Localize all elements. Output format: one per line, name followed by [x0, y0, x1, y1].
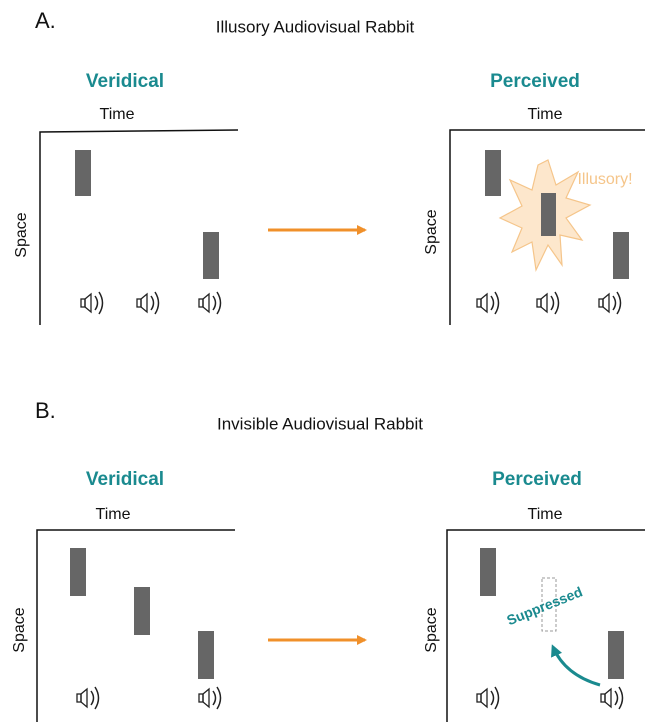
beep	[198, 291, 222, 315]
panel-title: Invisible Audiovisual Rabbit	[217, 414, 423, 433]
beep	[598, 291, 622, 315]
flash	[541, 193, 556, 236]
flash	[203, 232, 219, 279]
suppressed-flash	[541, 577, 557, 632]
beep	[476, 291, 500, 315]
axes	[36, 529, 235, 722]
axes	[446, 529, 645, 722]
y-label: Space	[423, 209, 440, 254]
flash	[480, 548, 496, 596]
annotation: Suppressed	[504, 583, 584, 628]
panel-title: Illusory Audiovisual Rabbit	[216, 17, 415, 36]
heading: Veridical	[86, 71, 164, 92]
flash	[134, 587, 150, 635]
heading: Perceived	[492, 469, 582, 490]
y-label: Space	[13, 212, 30, 257]
panel-label: A.	[35, 8, 56, 33]
beep	[600, 686, 624, 710]
heading: Perceived	[490, 71, 580, 92]
beep	[76, 686, 100, 710]
axes	[39, 129, 239, 325]
y-label: Space	[11, 607, 28, 652]
panel-label: B.	[35, 398, 56, 423]
flash	[613, 232, 629, 279]
curved-arrow	[551, 644, 601, 687]
x-label: Time	[100, 106, 135, 123]
heading: Veridical	[86, 469, 164, 490]
beep	[80, 291, 104, 315]
beep	[476, 686, 500, 710]
annotation: Illusory!	[577, 171, 632, 188]
beep	[198, 686, 222, 710]
axes	[449, 129, 645, 325]
flash	[608, 631, 624, 679]
flash	[70, 548, 86, 596]
x-label: Time	[528, 106, 563, 123]
beep	[136, 291, 160, 315]
y-label: Space	[423, 607, 440, 652]
beep	[536, 291, 560, 315]
x-label: Time	[96, 506, 131, 523]
x-label: Time	[528, 506, 563, 523]
flash	[485, 150, 501, 196]
flash	[198, 631, 214, 679]
flash	[75, 150, 91, 196]
